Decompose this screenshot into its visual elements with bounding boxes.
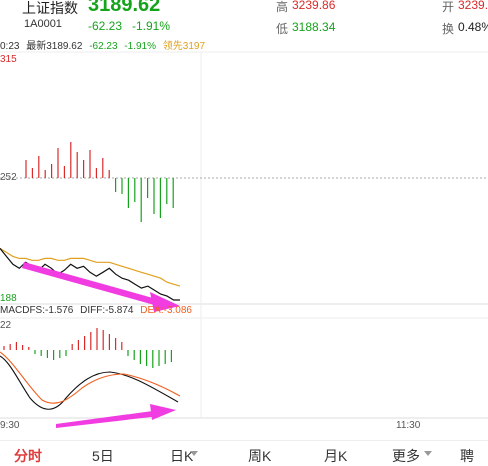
high-label: 高 [276, 0, 289, 14]
info-lead: 领先3197 [162, 41, 206, 52]
turnover-value: 0.48% [458, 20, 488, 34]
dea-line [0, 351, 181, 404]
turnover-label: 换 [442, 22, 455, 36]
macd-info-bar: MACDFS:-1.576 DIFF:-5.874 DEA:-3.086 [0, 305, 192, 316]
price-change-pct: -1.91% [132, 19, 171, 33]
open-label: 开 [442, 0, 455, 14]
macd-bars [3, 328, 172, 368]
price-axis-bottom: 188 [0, 293, 17, 304]
index-code: 1A0001 [24, 18, 62, 30]
price-line [0, 248, 180, 301]
tab-intraday[interactable]: 分时 [14, 448, 42, 464]
info-change: -62.23 [89, 41, 118, 52]
current-price: 3189.62 [88, 0, 161, 16]
info-time: 0:23 [0, 41, 20, 52]
chevron-down-icon [424, 451, 432, 456]
tab-daily-k[interactable]: 日K [170, 448, 194, 464]
chart-info-bar: 0:23 最新3189.62 -62.23 -1.91% 领先3197 [0, 37, 209, 52]
info-pct: -1.91% [124, 41, 157, 52]
tab-extra[interactable]: 聘 [460, 448, 474, 464]
high-value: 3239.86 [292, 0, 336, 12]
arrow-shaft-macd [56, 410, 160, 428]
time-axis-start: 9:30 [0, 420, 20, 431]
price-axis-mid: 252 [0, 172, 17, 183]
macd-axis-top: 22 [0, 320, 12, 331]
intraday-chart[interactable] [0, 0, 488, 440]
trend-arrow-macd [56, 404, 176, 428]
macd-value: MACDFS:-1.576 [0, 305, 74, 316]
time-axis-mid: 11:30 [396, 420, 421, 431]
tab-weekly-k[interactable]: 周K [248, 448, 272, 464]
avg-price-line [0, 247, 181, 287]
tab-more[interactable]: 更多 [392, 448, 420, 464]
index-title: 上证指数 [22, 0, 78, 16]
low-value: 3188.34 [292, 20, 336, 34]
arrow-shaft-price [22, 262, 160, 306]
info-latest: 最新3189.62 [26, 41, 83, 52]
tab-monthly-k[interactable]: 月K [324, 448, 348, 464]
arrow-head-macd [150, 404, 176, 420]
diff-line [0, 355, 179, 410]
arrow-head-price [150, 292, 180, 312]
chart-period-tabs: 分时 5日 日K 周K 月K 更多 聘 [0, 440, 488, 464]
quote-header: 上证指数 1A0001 3189.62 -62.23 -1.91% 高 3239… [0, 0, 488, 36]
dea-value: DEA:-3.086 [140, 305, 192, 316]
low-label: 低 [276, 22, 289, 36]
tab-5day[interactable]: 5日 [92, 448, 114, 464]
price-axis-top: 315 [0, 54, 17, 65]
volume-bars [25, 142, 174, 222]
price-change: -62.23 [88, 19, 123, 33]
open-value: 3239. [458, 0, 488, 12]
chevron-down-icon [190, 451, 198, 456]
diff-value: DIFF:-5.874 [80, 305, 134, 316]
trend-arrow-price [22, 262, 180, 312]
